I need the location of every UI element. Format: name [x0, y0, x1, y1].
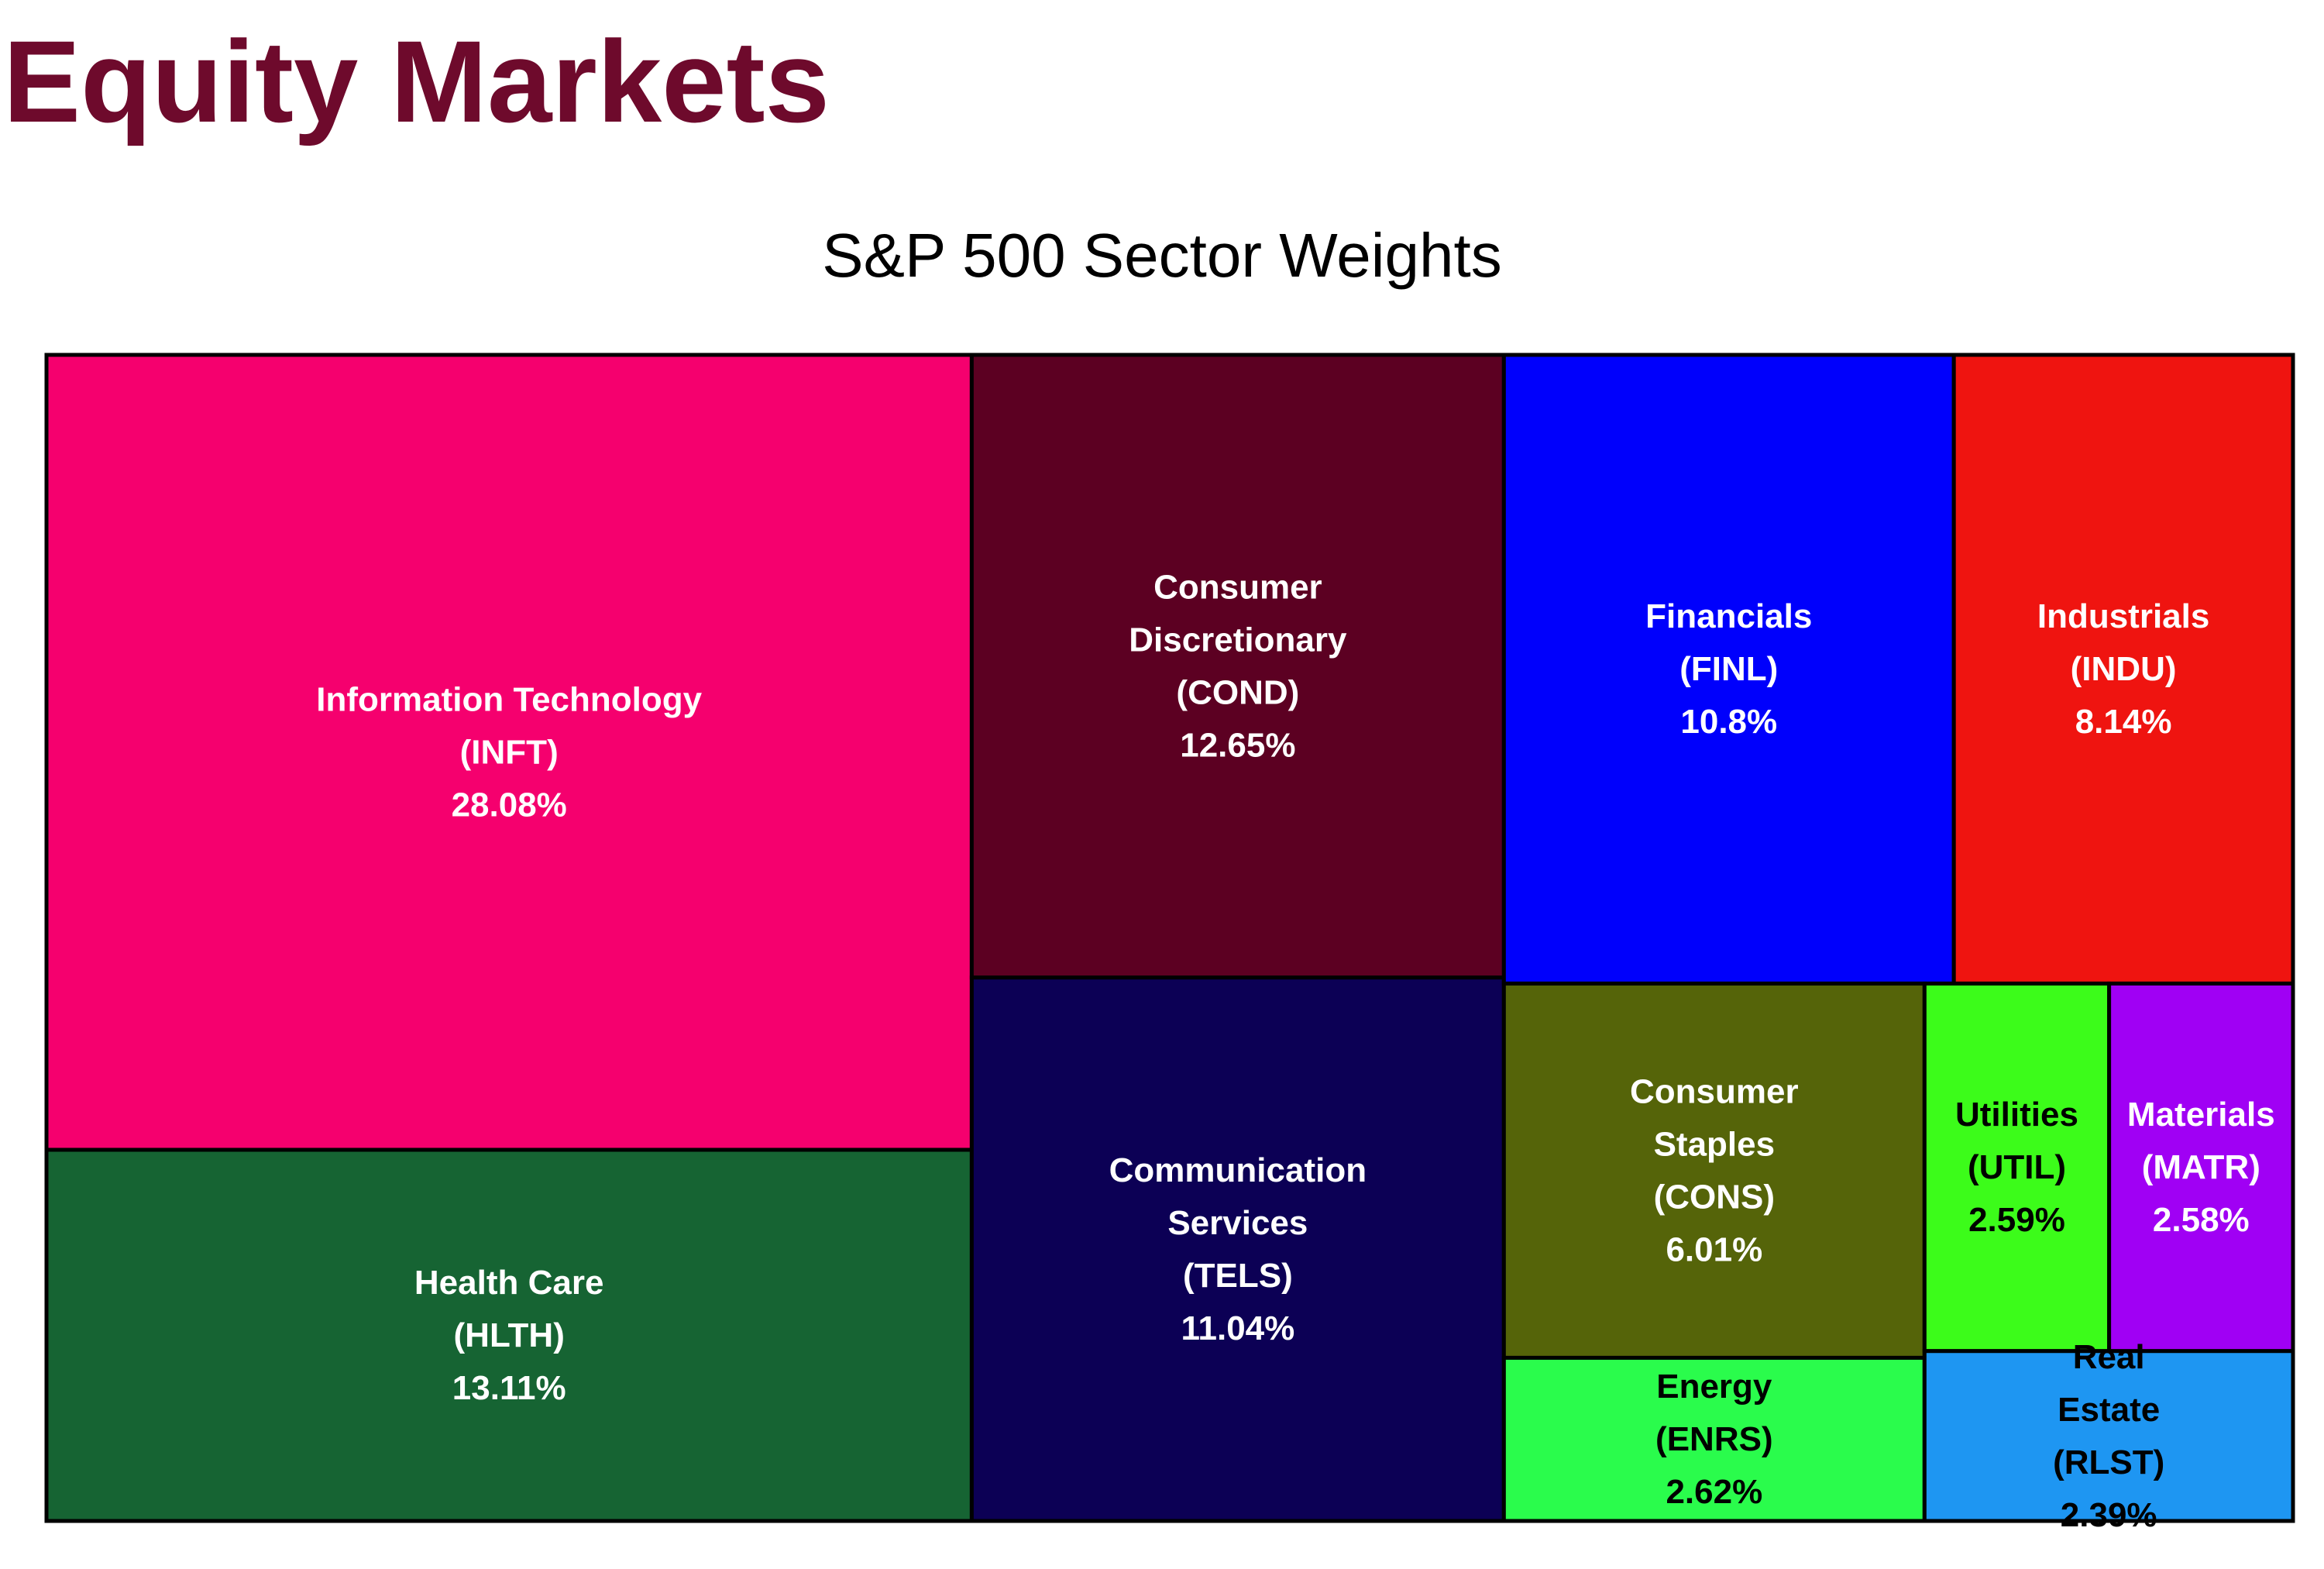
- tile-information-technology: Information Technology (INFT) 28.08%: [44, 353, 974, 1152]
- tile-value-label: 28.08%: [452, 786, 567, 824]
- tile-name-label: Services: [1167, 1204, 1308, 1242]
- tile-value-label: 13.11%: [452, 1369, 566, 1407]
- tile-code-label: (MATR): [2142, 1148, 2260, 1186]
- tile-code-label: (COND): [1176, 673, 1299, 711]
- tile-name-label: Communication: [1109, 1151, 1367, 1189]
- tile-name-label: Estate: [2058, 1391, 2160, 1429]
- tile-value-label: 10.8%: [1680, 703, 1777, 741]
- tile-health-care: Health Care (HLTH) 13.11%: [44, 1148, 974, 1523]
- page-title: Equity Markets: [3, 16, 830, 146]
- tile-rect-energy: [1501, 1355, 1927, 1523]
- tile-name-label: Real: [2073, 1338, 2145, 1376]
- tile-code-label: (RLST): [2053, 1443, 2164, 1481]
- tile-rect-financials: [1501, 353, 1956, 986]
- tile-code-label: (INFT): [460, 733, 559, 771]
- tile-value-label: 12.65%: [1180, 726, 1295, 764]
- tile-value-label: 6.01%: [1666, 1230, 1762, 1268]
- tile-name-label: Utilities: [1955, 1096, 2078, 1134]
- tile-name-label: Energy: [1656, 1368, 1772, 1406]
- chart-title: S&P 500 Sector Weights: [822, 221, 1502, 290]
- tile-code-label: (FINL): [1679, 650, 1778, 688]
- tile-utilities: Utilities (UTIL) 2.59%: [1922, 981, 2112, 1354]
- tile-rect-consumer-staples: [1501, 981, 1927, 1360]
- tile-name-label: Discretionary: [1129, 621, 1347, 659]
- tile-name-label: Industrials: [2037, 597, 2210, 635]
- tile-rect-real-estate: [1922, 1349, 2295, 1523]
- tile-rect-communication-services: [969, 975, 1506, 1523]
- tile-name-label: Information Technology: [316, 680, 702, 718]
- tile-value-label: 11.04%: [1181, 1309, 1294, 1347]
- tile-name-label: Health Care: [414, 1264, 604, 1302]
- tile-value-label: 2.58%: [2153, 1201, 2250, 1239]
- tile-consumer-staples: Consumer Staples (CONS) 6.01%: [1501, 981, 1927, 1360]
- tile-name-label: Consumer: [1153, 568, 1322, 606]
- tile-rect-consumer-discretionary: [969, 353, 1506, 980]
- tile-code-label: (TELS): [1183, 1257, 1293, 1295]
- tile-energy: Energy (ENRS) 2.62%: [1501, 1355, 1927, 1523]
- tile-value-label: 2.39%: [2061, 1496, 2157, 1534]
- tile-rect-information-technology: [44, 353, 974, 1152]
- tile-rect-utilities: [1922, 981, 2112, 1354]
- tile-communication-services: Communication Services (TELS) 11.04%: [969, 975, 1506, 1523]
- tile-materials: Materials (MATR) 2.58%: [2107, 981, 2295, 1354]
- tile-consumer-discretionary: Consumer Discretionary (COND) 12.65%: [969, 353, 1506, 980]
- tile-value-label: 2.59%: [1968, 1201, 2065, 1239]
- treemap-border: [44, 353, 2295, 1523]
- tile-code-label: (HLTH): [454, 1316, 565, 1354]
- tile-industrials: Industrials (INDU) 8.14%: [1951, 353, 2295, 986]
- tile-real-estate: Real Estate (RLST) 2.39%: [1922, 1338, 2295, 1534]
- tile-name-label: Consumer: [1630, 1072, 1799, 1110]
- tile-financials: Financials (FINL) 10.8%: [1501, 353, 1956, 986]
- tile-name-label: Materials: [2127, 1096, 2275, 1134]
- tile-code-label: (INDU): [2071, 650, 2177, 688]
- tile-code-label: (CONS): [1654, 1178, 1775, 1216]
- tile-value-label: 2.62%: [1666, 1473, 1762, 1511]
- tile-code-label: (ENRS): [1655, 1420, 1773, 1458]
- tile-code-label: (UTIL): [1968, 1148, 2066, 1186]
- tile-rect-materials: [2107, 981, 2295, 1354]
- tile-name-label: Staples: [1654, 1125, 1776, 1163]
- tile-value-label: 8.14%: [2075, 703, 2172, 741]
- tile-name-label: Financials: [1645, 597, 1812, 635]
